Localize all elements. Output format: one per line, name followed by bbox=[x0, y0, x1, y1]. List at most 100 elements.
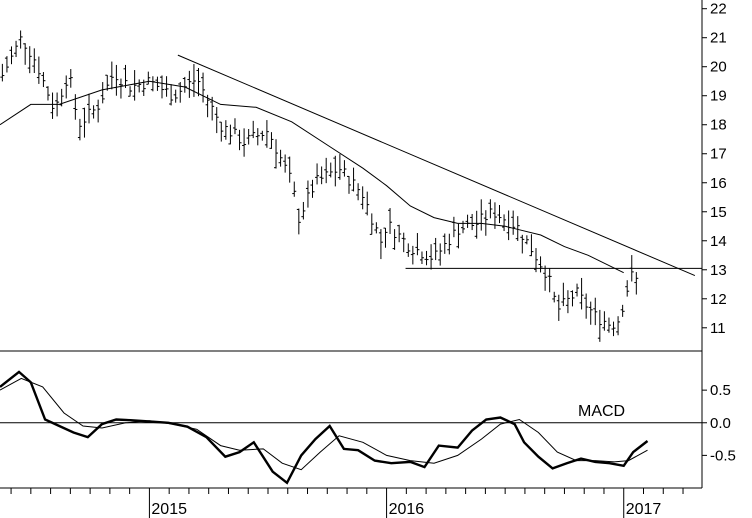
price-bar bbox=[246, 129, 251, 145]
price-bar bbox=[556, 294, 561, 321]
price-bar bbox=[456, 223, 461, 249]
price-y-tick-label: 22 bbox=[710, 1, 727, 18]
price-bar bbox=[410, 245, 415, 265]
price-bar bbox=[511, 210, 516, 235]
price-bar bbox=[538, 256, 543, 273]
price-bar bbox=[105, 74, 110, 91]
price-bar bbox=[173, 89, 178, 103]
price-bar bbox=[520, 234, 525, 254]
x-tick-label: 2017 bbox=[626, 501, 662, 518]
price-bar bbox=[100, 82, 105, 104]
price-bar bbox=[132, 70, 137, 101]
price-bar bbox=[497, 204, 502, 224]
price-y-tick-label: 21 bbox=[710, 30, 727, 47]
macd-label: MACD bbox=[578, 403, 625, 420]
moving-average-line bbox=[0, 80, 624, 274]
price-bar bbox=[360, 186, 365, 210]
price-bar bbox=[278, 149, 283, 167]
price-bar bbox=[50, 92, 55, 119]
price-bar bbox=[137, 79, 142, 93]
macd-y-tick-label: 0.0 bbox=[710, 415, 731, 432]
x-tick-label: 2016 bbox=[389, 501, 425, 518]
price-bar bbox=[561, 282, 566, 307]
price-bar bbox=[264, 120, 269, 148]
price-bar bbox=[219, 121, 224, 142]
price-bar bbox=[438, 243, 443, 266]
price-bar bbox=[255, 128, 260, 146]
price-bar bbox=[488, 199, 493, 219]
price-bar bbox=[552, 291, 557, 303]
price-bar bbox=[365, 191, 370, 216]
price-bar bbox=[479, 199, 484, 231]
price-bar bbox=[315, 163, 320, 185]
price-bar bbox=[470, 213, 475, 231]
price-bar bbox=[415, 233, 420, 256]
price-bar bbox=[118, 78, 123, 99]
price-bar bbox=[310, 179, 315, 198]
price-bar bbox=[146, 71, 151, 85]
price-bar bbox=[242, 128, 247, 157]
price-bar bbox=[237, 129, 242, 151]
price-bar bbox=[164, 76, 169, 97]
price-bar bbox=[77, 118, 82, 141]
macd-y-tick-label: -0.5 bbox=[710, 447, 736, 464]
price-bar bbox=[292, 181, 297, 197]
price-bar bbox=[570, 290, 575, 307]
price-bar bbox=[82, 107, 87, 138]
price-bar bbox=[18, 30, 23, 49]
price-bar bbox=[45, 86, 50, 101]
price-bar bbox=[260, 130, 265, 141]
price-bar bbox=[625, 280, 630, 297]
price-bar bbox=[274, 139, 279, 169]
price-bar bbox=[223, 120, 228, 140]
price-bar bbox=[406, 243, 411, 257]
price-y-tick-label: 11 bbox=[710, 320, 726, 337]
price-y-tick-label: 20 bbox=[710, 59, 727, 76]
price-bar bbox=[4, 56, 9, 73]
price-bar bbox=[356, 183, 361, 201]
price-y-tick-label: 15 bbox=[710, 204, 727, 221]
price-bar bbox=[228, 124, 233, 145]
price-bar bbox=[68, 69, 73, 88]
price-bar bbox=[543, 265, 548, 291]
price-bar bbox=[169, 84, 174, 106]
price-bar bbox=[41, 72, 46, 88]
price-bar bbox=[419, 251, 424, 265]
price-bar bbox=[14, 40, 19, 58]
macd-y-axis-ticks: -0.5 0.0 0.5 bbox=[702, 382, 736, 464]
price-bar bbox=[91, 105, 96, 119]
price-bar bbox=[114, 64, 119, 96]
price-bar bbox=[32, 48, 37, 74]
price-bar bbox=[324, 157, 329, 184]
price-bar bbox=[502, 214, 507, 232]
price-bar bbox=[187, 70, 192, 98]
price-bar bbox=[433, 237, 438, 261]
price-bar bbox=[182, 76, 187, 93]
price-bar bbox=[232, 118, 237, 135]
price-bar bbox=[429, 244, 434, 270]
price-y-axis-ticks: 11 12 13 14 15 16 17 18 19 20 21 22 bbox=[702, 1, 727, 337]
macd-lines bbox=[0, 370, 649, 485]
price-bar bbox=[374, 222, 379, 234]
price-y-tick-label: 19 bbox=[710, 88, 727, 105]
moving-average bbox=[0, 80, 624, 274]
price-bar bbox=[424, 250, 429, 266]
price-bars bbox=[0, 30, 639, 342]
price-bar bbox=[515, 216, 520, 241]
price-bar bbox=[451, 216, 456, 238]
price-bar bbox=[0, 63, 5, 82]
price-bar bbox=[492, 202, 497, 229]
price-bar bbox=[575, 283, 580, 297]
price-bar bbox=[378, 229, 383, 260]
price-bar bbox=[128, 86, 133, 97]
price-bar bbox=[529, 234, 534, 257]
price-y-tick-label: 17 bbox=[710, 146, 727, 163]
x-tick-label: 2015 bbox=[151, 501, 187, 518]
price-y-tick-label: 18 bbox=[710, 117, 727, 134]
price-bar bbox=[342, 160, 347, 177]
price-bar bbox=[201, 72, 206, 103]
price-bar bbox=[214, 107, 219, 134]
price-bar bbox=[305, 180, 310, 208]
price-bar bbox=[447, 233, 452, 255]
